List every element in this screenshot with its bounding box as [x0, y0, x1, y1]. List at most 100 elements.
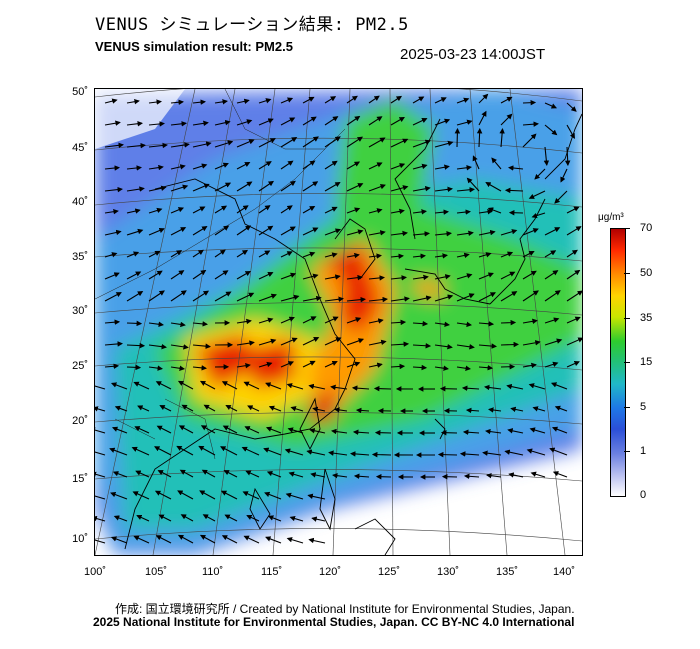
wind-arrow: [179, 469, 194, 478]
wind-arrow: [126, 142, 146, 149]
wind-arrow: [488, 407, 502, 413]
wind-arrow: [302, 96, 315, 104]
colorbar-tick-label: 1: [640, 445, 647, 457]
wind-arrow: [192, 269, 207, 280]
wind-arrow: [170, 164, 186, 170]
wind-arrow: [110, 382, 128, 390]
wind-arrow: [236, 270, 251, 280]
wind-arrow: [104, 120, 121, 126]
wind-arrow: [346, 274, 363, 281]
wind-arrow: [485, 428, 502, 435]
wind-arrow: [126, 251, 140, 258]
wind-arrow: [324, 337, 342, 346]
wind-arrow: [214, 205, 228, 214]
wind-arrow: [148, 321, 164, 327]
wind-arrow: [236, 340, 255, 346]
wind-arrow: [485, 182, 502, 192]
wind-arrow: [198, 445, 216, 456]
wind-arrow: [214, 119, 231, 126]
wind-arrow: [552, 471, 568, 478]
wind-arrow: [112, 471, 128, 478]
wind-arrow: [454, 127, 461, 148]
credit-line: 作成: 国立環境研究所 / Created by National Instit…: [115, 602, 575, 616]
wind-arrow: [324, 96, 337, 104]
wind-arrow: [286, 537, 304, 544]
wind-arrow: [131, 446, 150, 456]
wind-arrow: [95, 515, 106, 522]
wind-arrow: [456, 97, 470, 104]
wind-arrow: [368, 296, 388, 303]
wind-arrow: [412, 185, 431, 192]
wind-arrow: [236, 181, 253, 192]
wind-arrow: [192, 206, 206, 214]
wind-arrow: [346, 207, 361, 214]
wind-arrow: [192, 99, 206, 105]
wind-arrow: [170, 99, 184, 105]
wind-arrow: [324, 360, 338, 368]
wind-arrow: [500, 341, 520, 348]
wind-arrow: [564, 146, 571, 167]
wind-arrow: [236, 98, 250, 105]
colorbar-tick-mark: [624, 362, 630, 363]
wind-arrow: [280, 180, 296, 192]
wind-arrow: [225, 404, 238, 412]
wind-arrow: [390, 185, 409, 192]
wind-arrow: [170, 184, 189, 192]
wind-arrow: [289, 515, 304, 522]
wind-arrow: [554, 190, 568, 204]
wind-arrow: [159, 405, 172, 412]
wind-arrow: [157, 470, 172, 478]
colorbar-tick-label: 0: [640, 489, 647, 501]
wind-arrow: [328, 450, 348, 456]
wind-arrow: [280, 205, 293, 214]
wind-arrow: [170, 207, 185, 214]
wind-arrow: [224, 514, 238, 522]
wind-arrow: [530, 471, 546, 478]
wind-arrow: [566, 226, 582, 236]
wind-arrow: [290, 406, 304, 412]
wind-arrow: [126, 320, 143, 327]
colorbar-tick-label: 5: [640, 401, 647, 413]
wind-arrow: [311, 516, 326, 522]
wind-arrow: [352, 429, 370, 435]
wind-arrow: [170, 365, 185, 371]
wind-arrow: [221, 381, 238, 390]
wind-arrow: [95, 385, 106, 390]
wind-arrow: [412, 117, 428, 126]
wind-arrow: [104, 252, 118, 258]
wind-arrow: [280, 97, 294, 104]
wind-arrow: [412, 295, 432, 302]
wind-arrow: [199, 380, 216, 390]
wind-arrow: [148, 290, 165, 302]
wind-arrow: [500, 96, 513, 104]
wind-arrow: [560, 168, 568, 183]
wind-arrow: [214, 270, 229, 280]
wind-arrow: [472, 155, 480, 170]
wind-arrow: [500, 229, 518, 236]
wind-arrow: [434, 140, 454, 148]
wind-arrow: [478, 292, 496, 302]
wind-arrow: [324, 316, 339, 324]
wind-arrow: [221, 535, 238, 544]
lat-label: 40˚: [72, 196, 88, 208]
wind-arrow: [486, 472, 502, 479]
wind-arrow: [550, 382, 568, 390]
pm25-map: [94, 88, 583, 556]
colorbar-tick-label: 50: [640, 267, 653, 279]
wind-arrow: [95, 495, 106, 500]
wind-arrow: [368, 208, 383, 214]
wind-arrow: [351, 385, 370, 391]
wind-arrow: [192, 249, 204, 258]
wind-arrow: [247, 405, 260, 412]
wind-arrow: [133, 535, 150, 544]
wind-arrow: [220, 446, 238, 456]
wind-arrow: [302, 337, 320, 346]
wind-arrow: [284, 448, 304, 456]
wind-arrow: [308, 383, 326, 390]
wind-arrow: [280, 251, 293, 258]
wind-arrow: [346, 183, 364, 192]
wind-arrow: [368, 137, 386, 148]
wind-arrow: [170, 142, 190, 148]
wind-arrow: [412, 274, 429, 281]
wind-arrow: [258, 118, 274, 126]
